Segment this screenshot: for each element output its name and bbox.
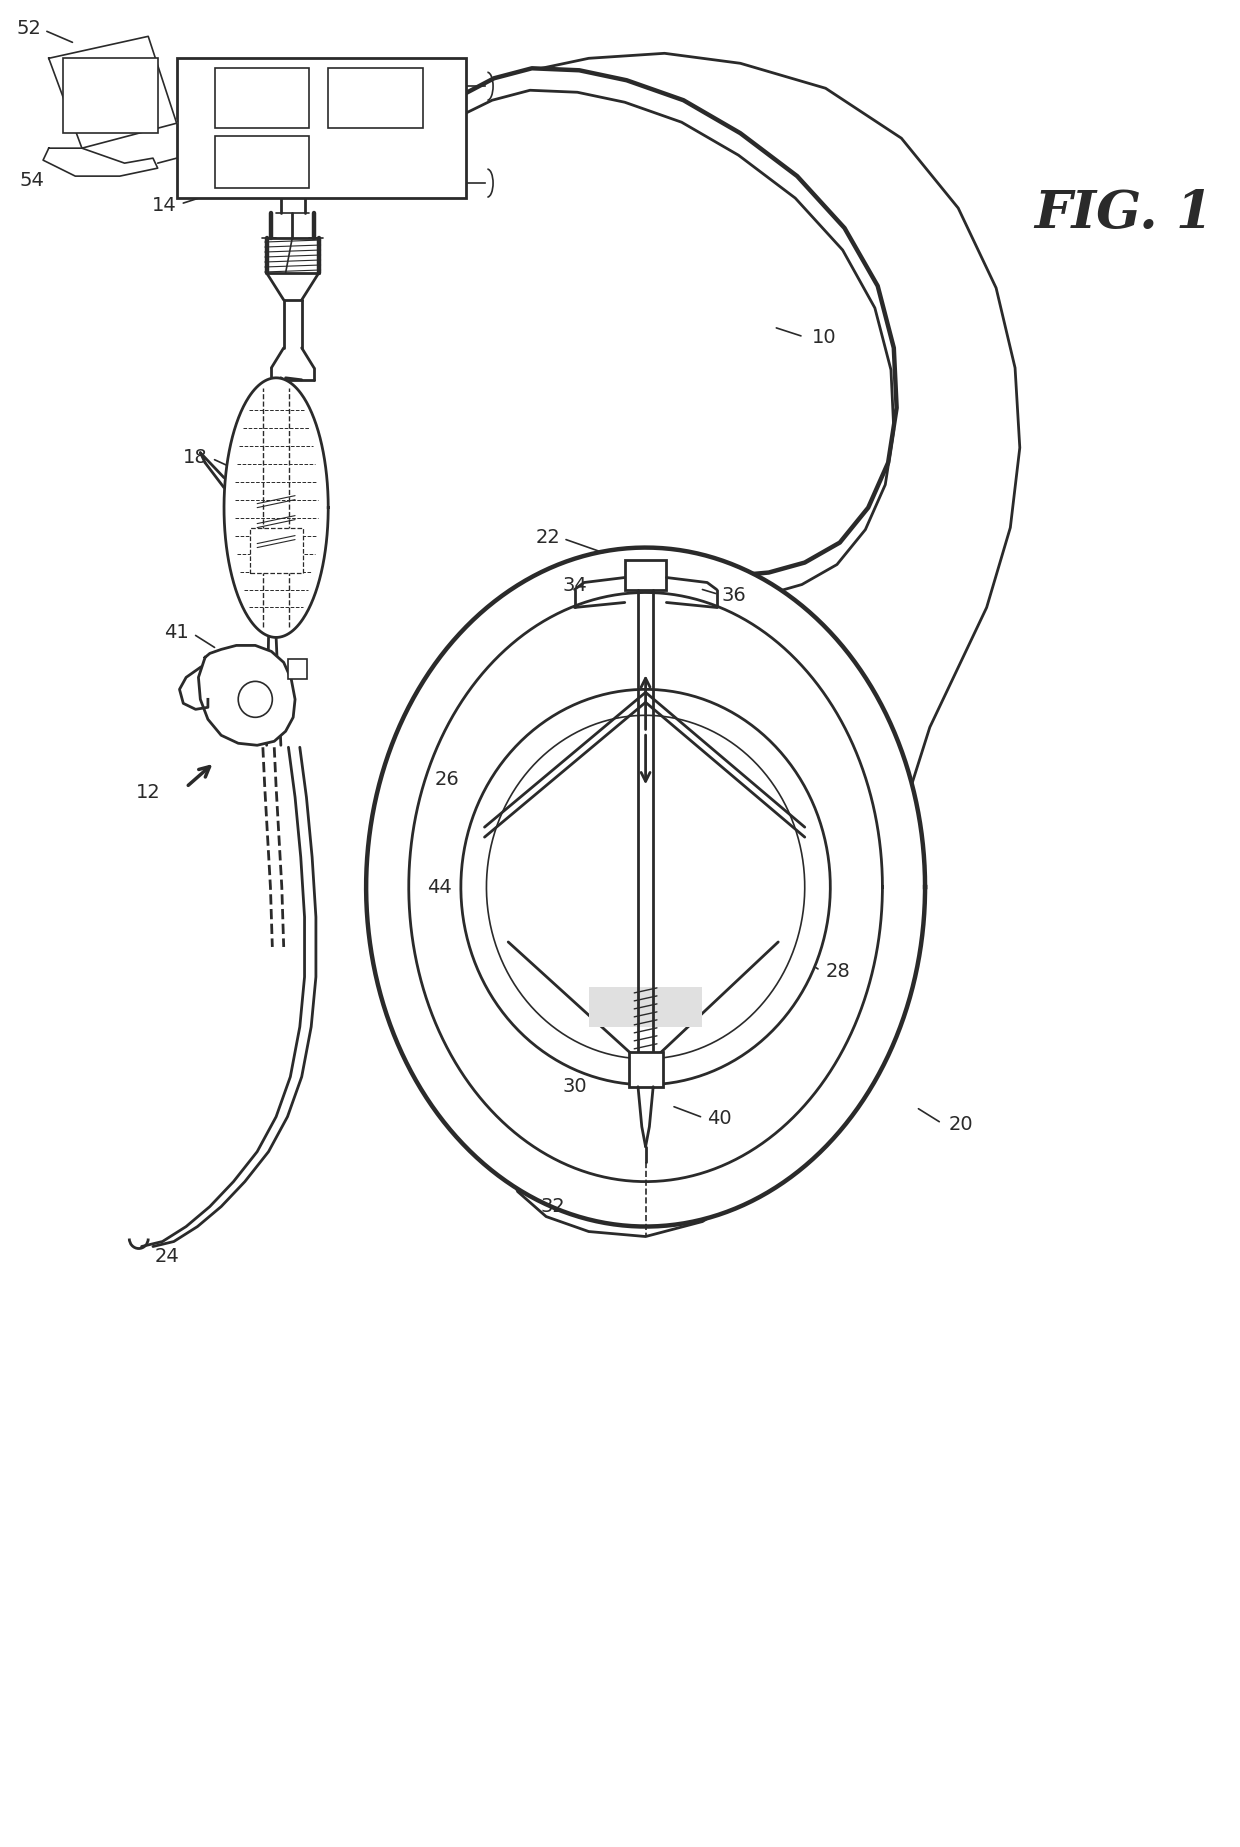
Text: 36: 36 bbox=[722, 585, 746, 606]
Text: 51: 51 bbox=[361, 89, 389, 109]
Bar bbox=[625, 560, 666, 589]
Text: 12: 12 bbox=[136, 783, 160, 802]
Text: 14: 14 bbox=[151, 196, 176, 214]
Text: 52: 52 bbox=[16, 18, 41, 37]
Text: 24: 24 bbox=[155, 1247, 180, 1265]
Bar bbox=[176, 59, 465, 198]
Bar bbox=[215, 68, 309, 127]
Text: 50: 50 bbox=[248, 151, 277, 172]
Text: 34: 34 bbox=[562, 576, 587, 595]
Bar bbox=[589, 986, 702, 1027]
Polygon shape bbox=[366, 547, 925, 1226]
Bar bbox=[289, 659, 308, 680]
Bar bbox=[629, 1051, 662, 1086]
Text: 3A: 3A bbox=[503, 933, 528, 951]
Circle shape bbox=[238, 682, 273, 717]
Text: 38: 38 bbox=[693, 1038, 718, 1056]
Polygon shape bbox=[461, 689, 831, 1084]
Bar bbox=[215, 137, 309, 188]
Text: 32: 32 bbox=[541, 1197, 565, 1215]
Polygon shape bbox=[198, 645, 295, 746]
Bar bbox=[249, 528, 303, 573]
Text: 22: 22 bbox=[536, 528, 560, 547]
Text: 56: 56 bbox=[98, 87, 123, 105]
Text: 18: 18 bbox=[184, 449, 208, 467]
Text: 40: 40 bbox=[707, 1110, 732, 1129]
Text: 44: 44 bbox=[427, 877, 451, 896]
Polygon shape bbox=[43, 148, 157, 175]
Text: 30: 30 bbox=[562, 1077, 587, 1097]
Text: 54: 54 bbox=[19, 170, 43, 190]
Polygon shape bbox=[224, 379, 329, 637]
Bar bbox=[63, 59, 157, 133]
Text: 28: 28 bbox=[826, 962, 851, 981]
Text: 41: 41 bbox=[164, 622, 188, 643]
Bar bbox=[329, 68, 423, 127]
Text: 49: 49 bbox=[248, 89, 277, 109]
Polygon shape bbox=[180, 667, 208, 709]
Text: 26: 26 bbox=[434, 770, 459, 789]
Text: 10: 10 bbox=[811, 329, 836, 347]
Text: FIG. 1: FIG. 1 bbox=[1034, 188, 1213, 238]
Text: 43: 43 bbox=[683, 720, 708, 739]
Text: 20: 20 bbox=[949, 1116, 973, 1134]
Polygon shape bbox=[48, 37, 176, 148]
